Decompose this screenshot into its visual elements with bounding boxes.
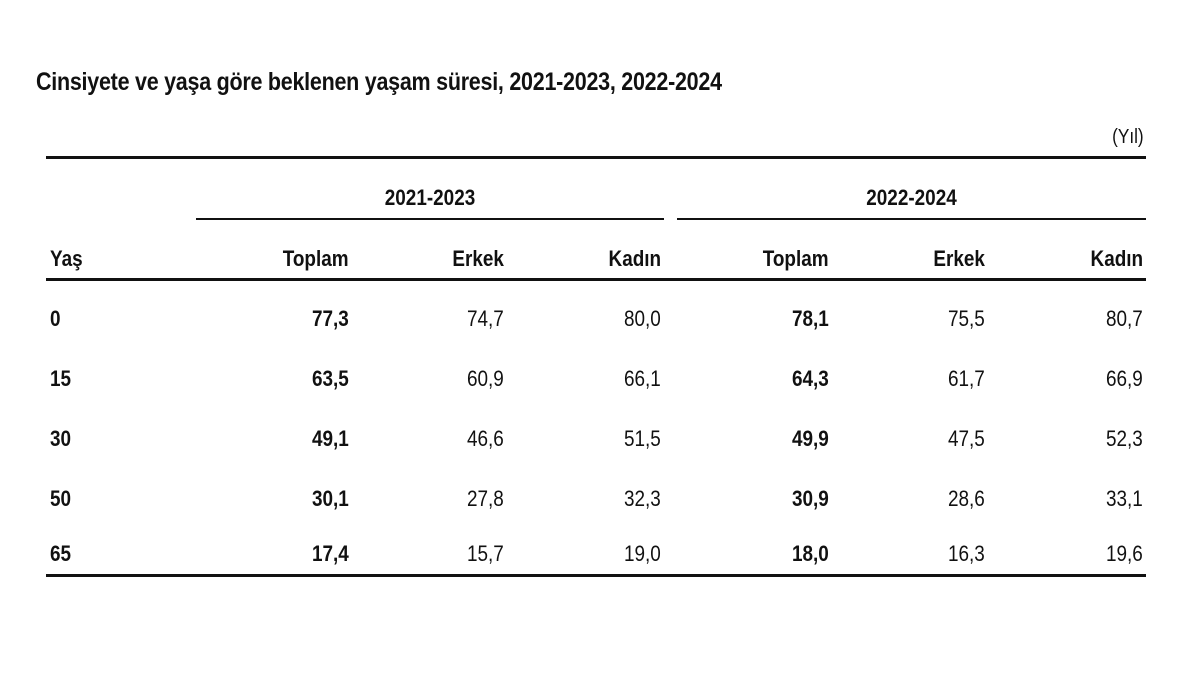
column-header-erkek-2021-2023: Erkek <box>452 246 504 271</box>
table-cell-erkek-2022-2024: 75,5 <box>948 306 985 331</box>
header-rule <box>46 278 1146 281</box>
table-cell-toplam-2021-2023: 49,1 <box>312 426 349 451</box>
table-cell-kadin-2021-2023: 32,3 <box>624 486 661 511</box>
group-label-2022-2024: 2022-2024 <box>866 185 957 210</box>
table-cell-age: 0 <box>50 306 61 331</box>
table-cell-kadin-2022-2024: 80,7 <box>1106 306 1143 331</box>
table-cell-kadin-2021-2023: 19,0 <box>624 541 661 566</box>
table-cell-toplam-2022-2024: 64,3 <box>792 366 829 391</box>
table-bottom-rule <box>46 574 1146 577</box>
table-cell-erkek-2022-2024: 28,6 <box>948 486 985 511</box>
table-cell-toplam-2021-2023: 77,3 <box>312 306 349 331</box>
table-cell-toplam-2021-2023: 30,1 <box>312 486 349 511</box>
table-cell-erkek-2021-2023: 15,7 <box>467 541 504 566</box>
group-label-2021-2023: 2021-2023 <box>384 185 476 210</box>
unit-label: (Yıl) <box>1112 126 1144 148</box>
table-cell-kadin-2021-2023: 51,5 <box>624 426 661 451</box>
table-cell-kadin-2022-2024: 52,3 <box>1106 426 1143 451</box>
table-cell-toplam-2022-2024: 78,1 <box>792 306 829 331</box>
table-cell-age: 30 <box>50 426 72 451</box>
table-cell-erkek-2021-2023: 74,7 <box>467 306 504 331</box>
column-header-erkek-2022-2024: Erkek <box>933 246 985 271</box>
group-rule-2022-2024 <box>677 218 1146 220</box>
table-cell-toplam-2022-2024: 30,9 <box>792 486 829 511</box>
group-rule-2021-2023 <box>196 218 664 220</box>
column-header-yas: Yaş <box>50 246 83 271</box>
table-top-rule <box>46 156 1146 159</box>
column-header-toplam-2022-2024: Toplam <box>763 246 829 271</box>
table-cell-erkek-2021-2023: 60,9 <box>467 366 504 391</box>
table-cell-kadin-2021-2023: 66,1 <box>624 366 661 391</box>
table-cell-toplam-2022-2024: 49,9 <box>792 426 829 451</box>
table-cell-erkek-2022-2024: 61,7 <box>948 366 985 391</box>
table-cell-toplam-2022-2024: 18,0 <box>792 541 829 566</box>
column-header-toplam-2021-2023: Toplam <box>283 246 349 271</box>
table-cell-kadin-2022-2024: 19,6 <box>1106 541 1143 566</box>
page-title: Cinsiyete ve yaşa göre beklenen yaşam sü… <box>36 68 722 96</box>
table-cell-erkek-2022-2024: 16,3 <box>948 541 985 566</box>
table-cell-kadin-2022-2024: 33,1 <box>1106 486 1143 511</box>
table-cell-erkek-2021-2023: 27,8 <box>467 486 504 511</box>
table-cell-age: 15 <box>50 366 72 391</box>
table-cell-kadin-2022-2024: 66,9 <box>1106 366 1143 391</box>
column-header-kadin-2022-2024: Kadın <box>1090 246 1143 271</box>
table-cell-age: 50 <box>50 486 72 511</box>
table-cell-toplam-2021-2023: 63,5 <box>312 366 349 391</box>
table-cell-kadin-2021-2023: 80,0 <box>624 306 661 331</box>
column-header-kadin-2021-2023: Kadın <box>608 246 661 271</box>
table-cell-erkek-2021-2023: 46,6 <box>467 426 504 451</box>
table-cell-toplam-2021-2023: 17,4 <box>312 541 349 566</box>
table-cell-age: 65 <box>50 541 72 566</box>
table-cell-erkek-2022-2024: 47,5 <box>948 426 985 451</box>
